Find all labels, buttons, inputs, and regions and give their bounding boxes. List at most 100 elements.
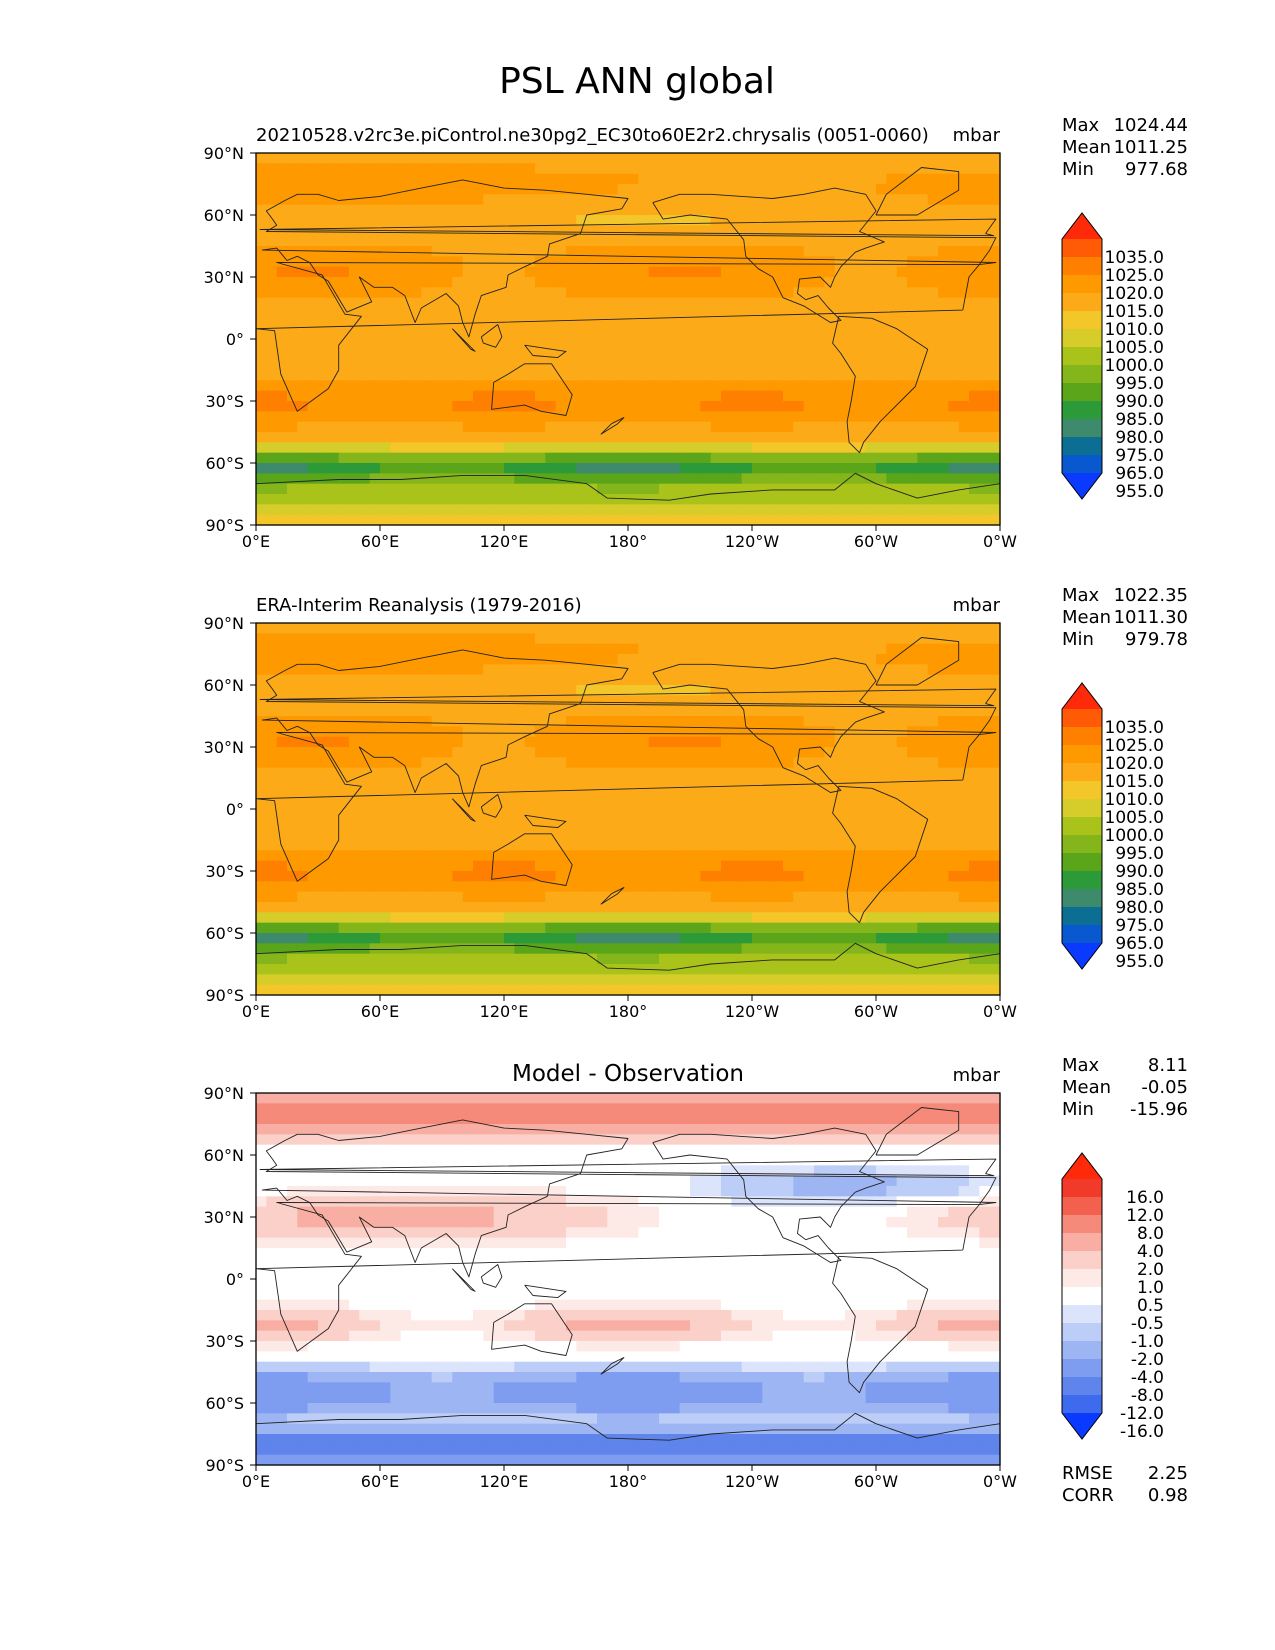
field-cell — [338, 401, 350, 412]
field-cell — [979, 287, 991, 299]
field-cell — [349, 504, 360, 516]
field-cell — [783, 798, 794, 810]
field-cell — [390, 881, 402, 893]
field-cell — [793, 184, 805, 195]
field-cell — [287, 933, 298, 944]
field-cell — [369, 514, 381, 526]
field-cell — [545, 277, 557, 288]
field-cell — [597, 695, 608, 707]
field-cell — [772, 840, 784, 851]
field-cell — [524, 494, 536, 505]
field-cell — [803, 163, 815, 175]
field-cell — [834, 246, 846, 257]
field-cell — [328, 256, 340, 268]
field-cell — [266, 380, 278, 392]
field-cell — [452, 623, 464, 634]
field-cell — [349, 943, 360, 955]
field-cell — [741, 819, 753, 831]
field-cell — [979, 943, 991, 955]
field-cell — [793, 370, 805, 381]
field-cell — [845, 726, 856, 738]
field-cell — [638, 380, 650, 392]
field-cell — [669, 922, 681, 934]
field-cell — [855, 473, 867, 485]
field-cell — [855, 767, 867, 779]
field-cell — [266, 514, 278, 526]
field-cell — [338, 747, 350, 758]
field-cell — [617, 902, 629, 913]
field-cell — [442, 514, 453, 526]
field-cell — [979, 798, 991, 810]
field-cell — [710, 674, 722, 686]
field-cell — [400, 246, 412, 257]
field-cell — [927, 287, 939, 299]
field-cell — [958, 891, 970, 903]
field-cell — [876, 654, 887, 665]
field-cell — [328, 297, 340, 309]
field-cell — [545, 798, 557, 810]
field-cell — [555, 736, 567, 748]
field-cell — [690, 902, 701, 913]
field-cell — [256, 747, 267, 758]
field-cell — [669, 798, 681, 810]
field-cell — [638, 716, 650, 727]
field-cell — [865, 153, 877, 164]
field-cell — [597, 473, 608, 485]
field-cell — [462, 767, 474, 779]
field-cell — [741, 633, 753, 645]
field-cell — [917, 401, 929, 412]
field-cell — [390, 235, 402, 247]
field-cell — [700, 695, 712, 707]
field-cell — [545, 184, 557, 195]
field-cell — [586, 370, 598, 381]
field-cell — [266, 318, 278, 330]
field-cell — [690, 829, 701, 841]
field-cell — [679, 328, 691, 340]
field-cell — [803, 390, 815, 402]
field-cell — [359, 328, 371, 340]
field-cell — [473, 829, 484, 841]
field-cell — [535, 463, 546, 474]
field-cell — [793, 401, 805, 412]
field-cell — [287, 747, 298, 758]
field-cell — [566, 705, 577, 717]
field-cell — [555, 674, 567, 686]
field-cell — [545, 163, 557, 175]
field-cell — [380, 922, 391, 934]
field-cell — [917, 473, 929, 485]
field-cell — [752, 235, 763, 247]
field-cell — [276, 328, 288, 340]
field-cell — [969, 246, 980, 257]
field-cell — [473, 902, 484, 913]
field-cell — [276, 287, 288, 299]
field-cell — [648, 204, 660, 216]
field-cell — [338, 266, 350, 278]
field-cell — [576, 359, 588, 371]
field-cell — [721, 246, 732, 257]
field-cell — [483, 809, 495, 820]
field-cell — [762, 390, 774, 402]
field-cell — [659, 266, 670, 278]
field-cell — [710, 881, 722, 893]
field-cell — [462, 736, 474, 748]
field-cell — [297, 850, 309, 862]
field-cell — [803, 277, 815, 288]
field-cell — [824, 871, 836, 882]
field-cell — [597, 246, 608, 257]
field-cell — [741, 153, 753, 164]
field-cell — [473, 277, 484, 288]
field-cell — [865, 504, 877, 516]
field-cell — [369, 215, 381, 226]
field-cell — [669, 204, 681, 216]
field-cell — [803, 840, 815, 851]
field-cell — [452, 767, 464, 779]
field-cell — [566, 922, 577, 934]
field-cell — [638, 664, 650, 676]
field-cell — [535, 297, 546, 309]
field-cell — [452, 246, 464, 257]
field-cell — [927, 860, 939, 872]
field-cell — [442, 674, 453, 686]
field-cell — [927, 277, 939, 288]
field-cell — [462, 664, 474, 676]
field-cell — [307, 726, 319, 738]
